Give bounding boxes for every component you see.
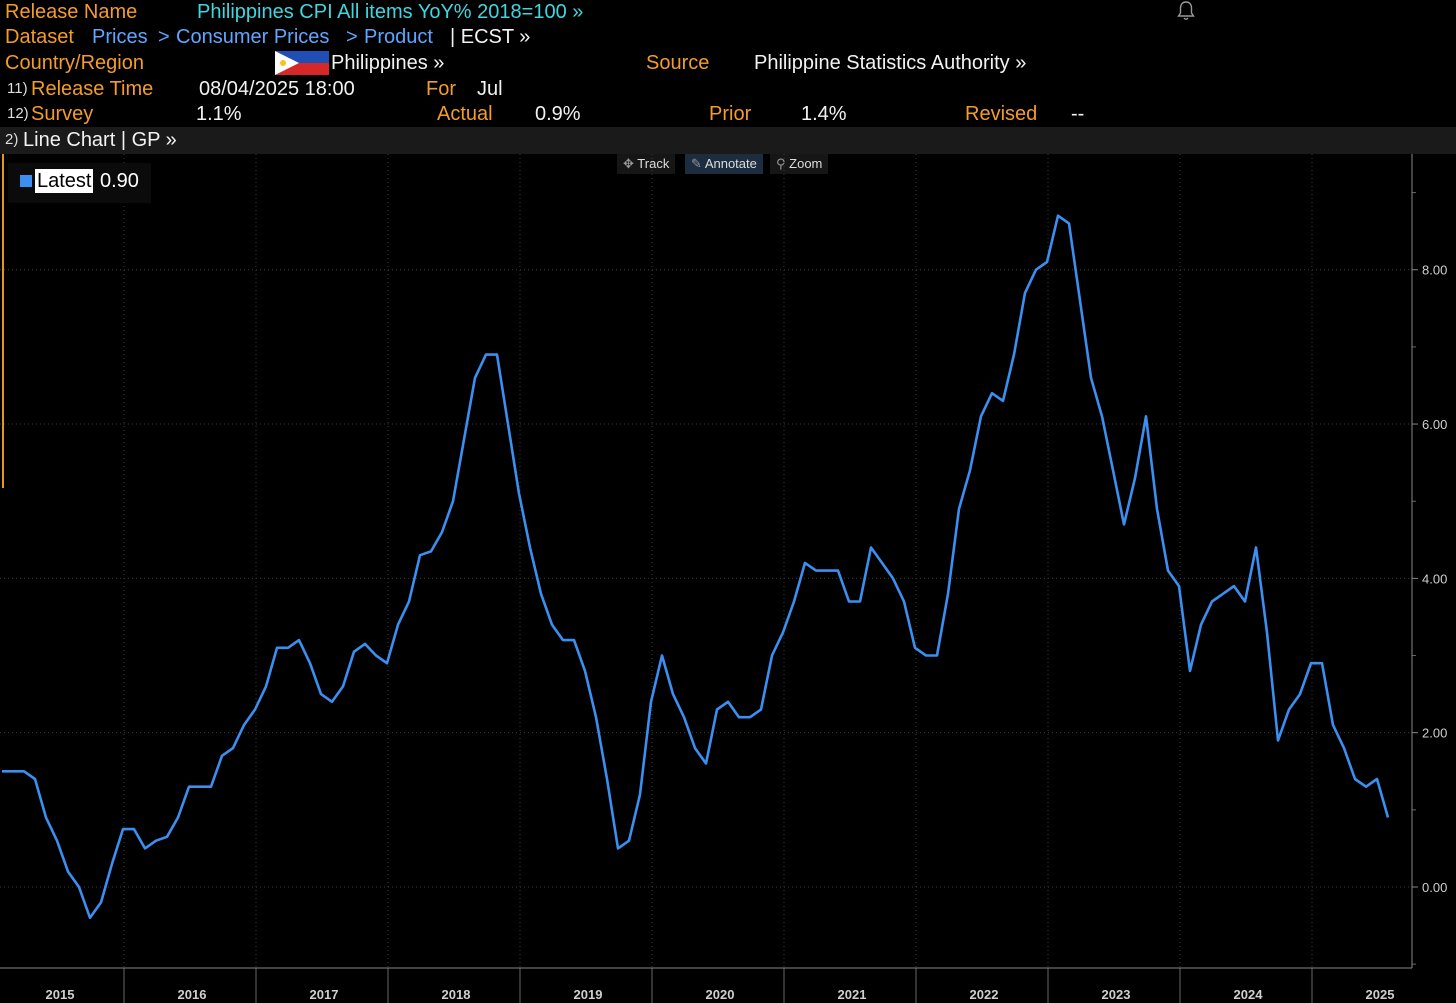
y-tick-label: 2.00 [1422,726,1447,741]
y-tick-label: 6.00 [1422,417,1447,432]
country-link[interactable]: Philippines » [331,52,445,74]
year-label: 2019 [574,987,603,1002]
philippines-flag-icon [275,51,329,75]
magnifier-icon: ⚲ [776,156,786,171]
revised-value: -- [1071,103,1085,125]
menu-number[interactable]: 2) [5,131,19,148]
pencil-icon: ✎ [691,156,702,171]
legend[interactable]: Latest 0.90 [8,163,151,203]
left-edge-marker [2,154,4,488]
year-label: 2022 [970,987,999,1002]
chart-type-menu[interactable]: Line Chart | GP » [23,129,177,151]
zoom-label: Zoom [789,156,823,171]
year-label: 2023 [1102,987,1131,1002]
prior-value: 1.4% [801,103,847,125]
survey-value: 1.1% [196,103,242,125]
country-label: Country/Region [5,52,144,74]
actual-label: Actual [437,103,493,125]
legend-label: Latest [35,169,94,193]
year-label: 2017 [310,987,339,1002]
dataset-label: Dataset [5,26,74,48]
release-time-value: 08/04/2025 18:00 [199,78,355,100]
legend-value: 0.90 [100,170,139,192]
year-label: 2018 [442,987,471,1002]
breadcrumb-separator: > [346,26,358,48]
source-link[interactable]: Philippine Statistics Authority » [754,52,1027,74]
year-label: 2016 [178,987,207,1002]
release-name-link[interactable]: Philippines CPI All items YoY% 2018=100 … [197,1,584,23]
for-label: For [426,78,456,100]
prior-label: Prior [709,103,752,125]
actual-value: 0.9% [535,103,581,125]
annotate-label: Annotate [704,156,757,171]
source-label: Source [646,52,710,74]
y-tick-label: 0.00 [1422,880,1447,895]
breadcrumb-prices[interactable]: Prices [92,26,148,48]
crosshair-icon: ✥ [623,156,634,171]
track-tool-button[interactable]: ✥ Track [617,154,676,174]
year-label: 2021 [838,987,867,1002]
for-value: Jul [477,78,503,100]
year-label: 2015 [46,987,75,1002]
year-label: 2020 [706,987,735,1002]
year-label: 2024 [1234,987,1264,1002]
breadcrumb-separator: > [158,26,170,48]
menu-number[interactable]: 11) [7,80,28,97]
survey-label[interactable]: Survey [31,103,94,125]
revised-label: Revised [965,103,1038,125]
breadcrumb-product[interactable]: Product [364,26,433,48]
breadcrumb-ecst[interactable]: | ECST » [450,26,531,48]
release-name-label: Release Name [5,1,138,23]
release-time-label[interactable]: Release Time [31,78,154,100]
track-label: Track [637,156,670,171]
annotate-tool-button[interactable]: ✎ Annotate [685,154,763,174]
y-tick-label: 8.00 [1422,263,1447,278]
zoom-tool-button[interactable]: ⚲ Zoom [770,154,829,174]
menu-number[interactable]: 12) [7,105,29,122]
bell-icon[interactable] [1176,0,1196,22]
legend-swatch [20,175,32,187]
chart-menu-bar [0,127,1456,154]
breadcrumb-consumer-prices[interactable]: Consumer Prices [176,26,330,48]
year-label: 2025 [1366,987,1395,1002]
y-tick-label: 4.00 [1422,571,1447,586]
